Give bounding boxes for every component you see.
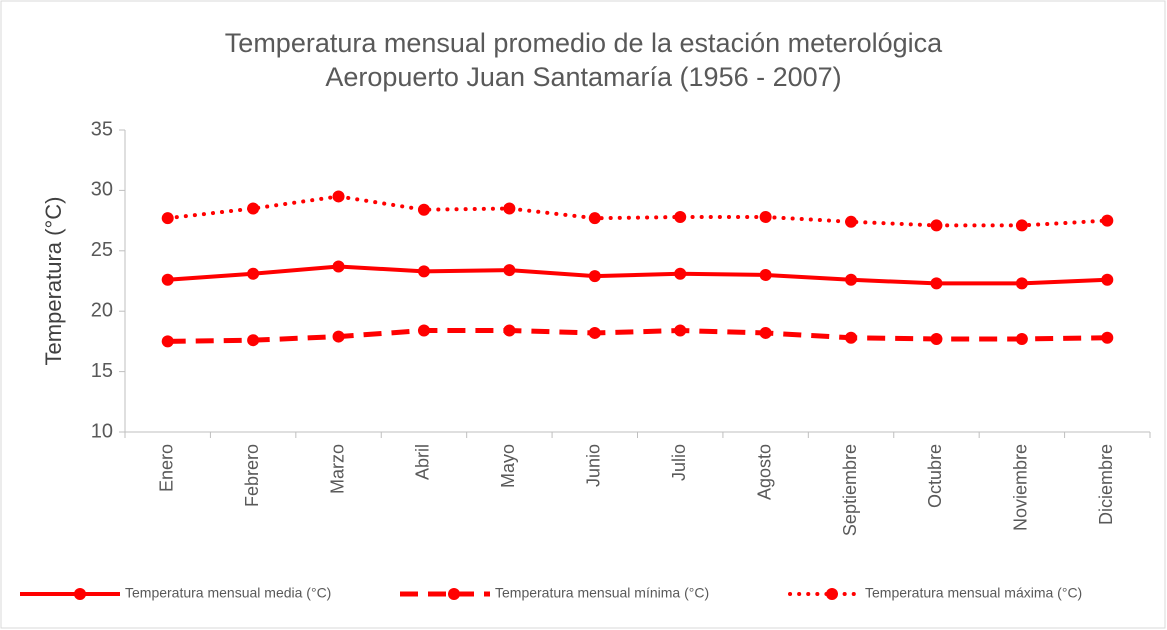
- point: [588, 270, 601, 283]
- point: [161, 212, 174, 225]
- point: [1101, 214, 1114, 227]
- point: [332, 190, 345, 203]
- x-tick-label: Marzo: [327, 444, 347, 494]
- y-tick-label: 30: [91, 179, 113, 201]
- x-tick-label: Octubre: [925, 444, 945, 508]
- point: [417, 265, 430, 278]
- legend-marker: [826, 588, 838, 600]
- point: [674, 324, 687, 337]
- point: [930, 219, 943, 232]
- y-tick-label: 35: [91, 118, 113, 140]
- point: [588, 212, 601, 225]
- x-tick-label: Julio: [669, 444, 689, 481]
- point: [417, 324, 430, 337]
- x-tick-label: Mayo: [498, 444, 518, 488]
- legend-label: Temperatura mensual mínima (°C): [495, 585, 709, 601]
- point: [247, 334, 260, 347]
- point: [930, 277, 943, 290]
- point: [674, 267, 687, 280]
- point: [930, 332, 943, 345]
- point: [845, 331, 858, 344]
- series-line: [165, 194, 1110, 228]
- y-tick-label: 10: [91, 420, 113, 442]
- y-tick-label: 15: [91, 360, 113, 382]
- point: [503, 324, 516, 337]
- x-tick-label: Junio: [584, 444, 604, 487]
- legend-marker: [448, 588, 460, 600]
- legend-marker: [74, 588, 86, 600]
- x-tick-label: Septiembre: [840, 444, 860, 536]
- point: [332, 330, 345, 343]
- point: [332, 260, 345, 273]
- point: [845, 215, 858, 228]
- x-tick-label: Diciembre: [1096, 444, 1116, 525]
- x-tick-label: Febrero: [242, 444, 262, 507]
- x-tick-label: Abril: [413, 444, 433, 480]
- point: [759, 326, 772, 339]
- chart-title: Temperatura mensual promedio de la estac…: [224, 28, 943, 92]
- point: [1015, 277, 1028, 290]
- point: [1015, 219, 1028, 232]
- point: [845, 273, 858, 286]
- series-line: [167, 264, 1108, 286]
- legend-label: Temperatura mensual máxima (°C): [865, 585, 1082, 601]
- point: [161, 335, 174, 348]
- x-tick-label: Enero: [156, 444, 176, 492]
- point: [674, 210, 687, 223]
- x-tick-label: Agosto: [754, 444, 774, 500]
- point: [161, 273, 174, 286]
- point: [417, 203, 430, 216]
- legend-label: Temperatura mensual media (°C): [125, 585, 331, 601]
- point: [1101, 331, 1114, 344]
- point: [247, 267, 260, 280]
- series-line: [167, 328, 1108, 344]
- point: [247, 202, 260, 215]
- point: [503, 202, 516, 215]
- point: [1101, 273, 1114, 286]
- y-tick-label: 20: [91, 299, 113, 321]
- point: [503, 264, 516, 277]
- x-tick-label: Noviembre: [1011, 444, 1031, 531]
- y-axis-label: Temperatura (°C): [41, 197, 66, 366]
- point: [1015, 332, 1028, 345]
- point: [759, 268, 772, 281]
- point: [588, 326, 601, 339]
- y-tick-label: 25: [91, 239, 113, 261]
- point: [759, 210, 772, 223]
